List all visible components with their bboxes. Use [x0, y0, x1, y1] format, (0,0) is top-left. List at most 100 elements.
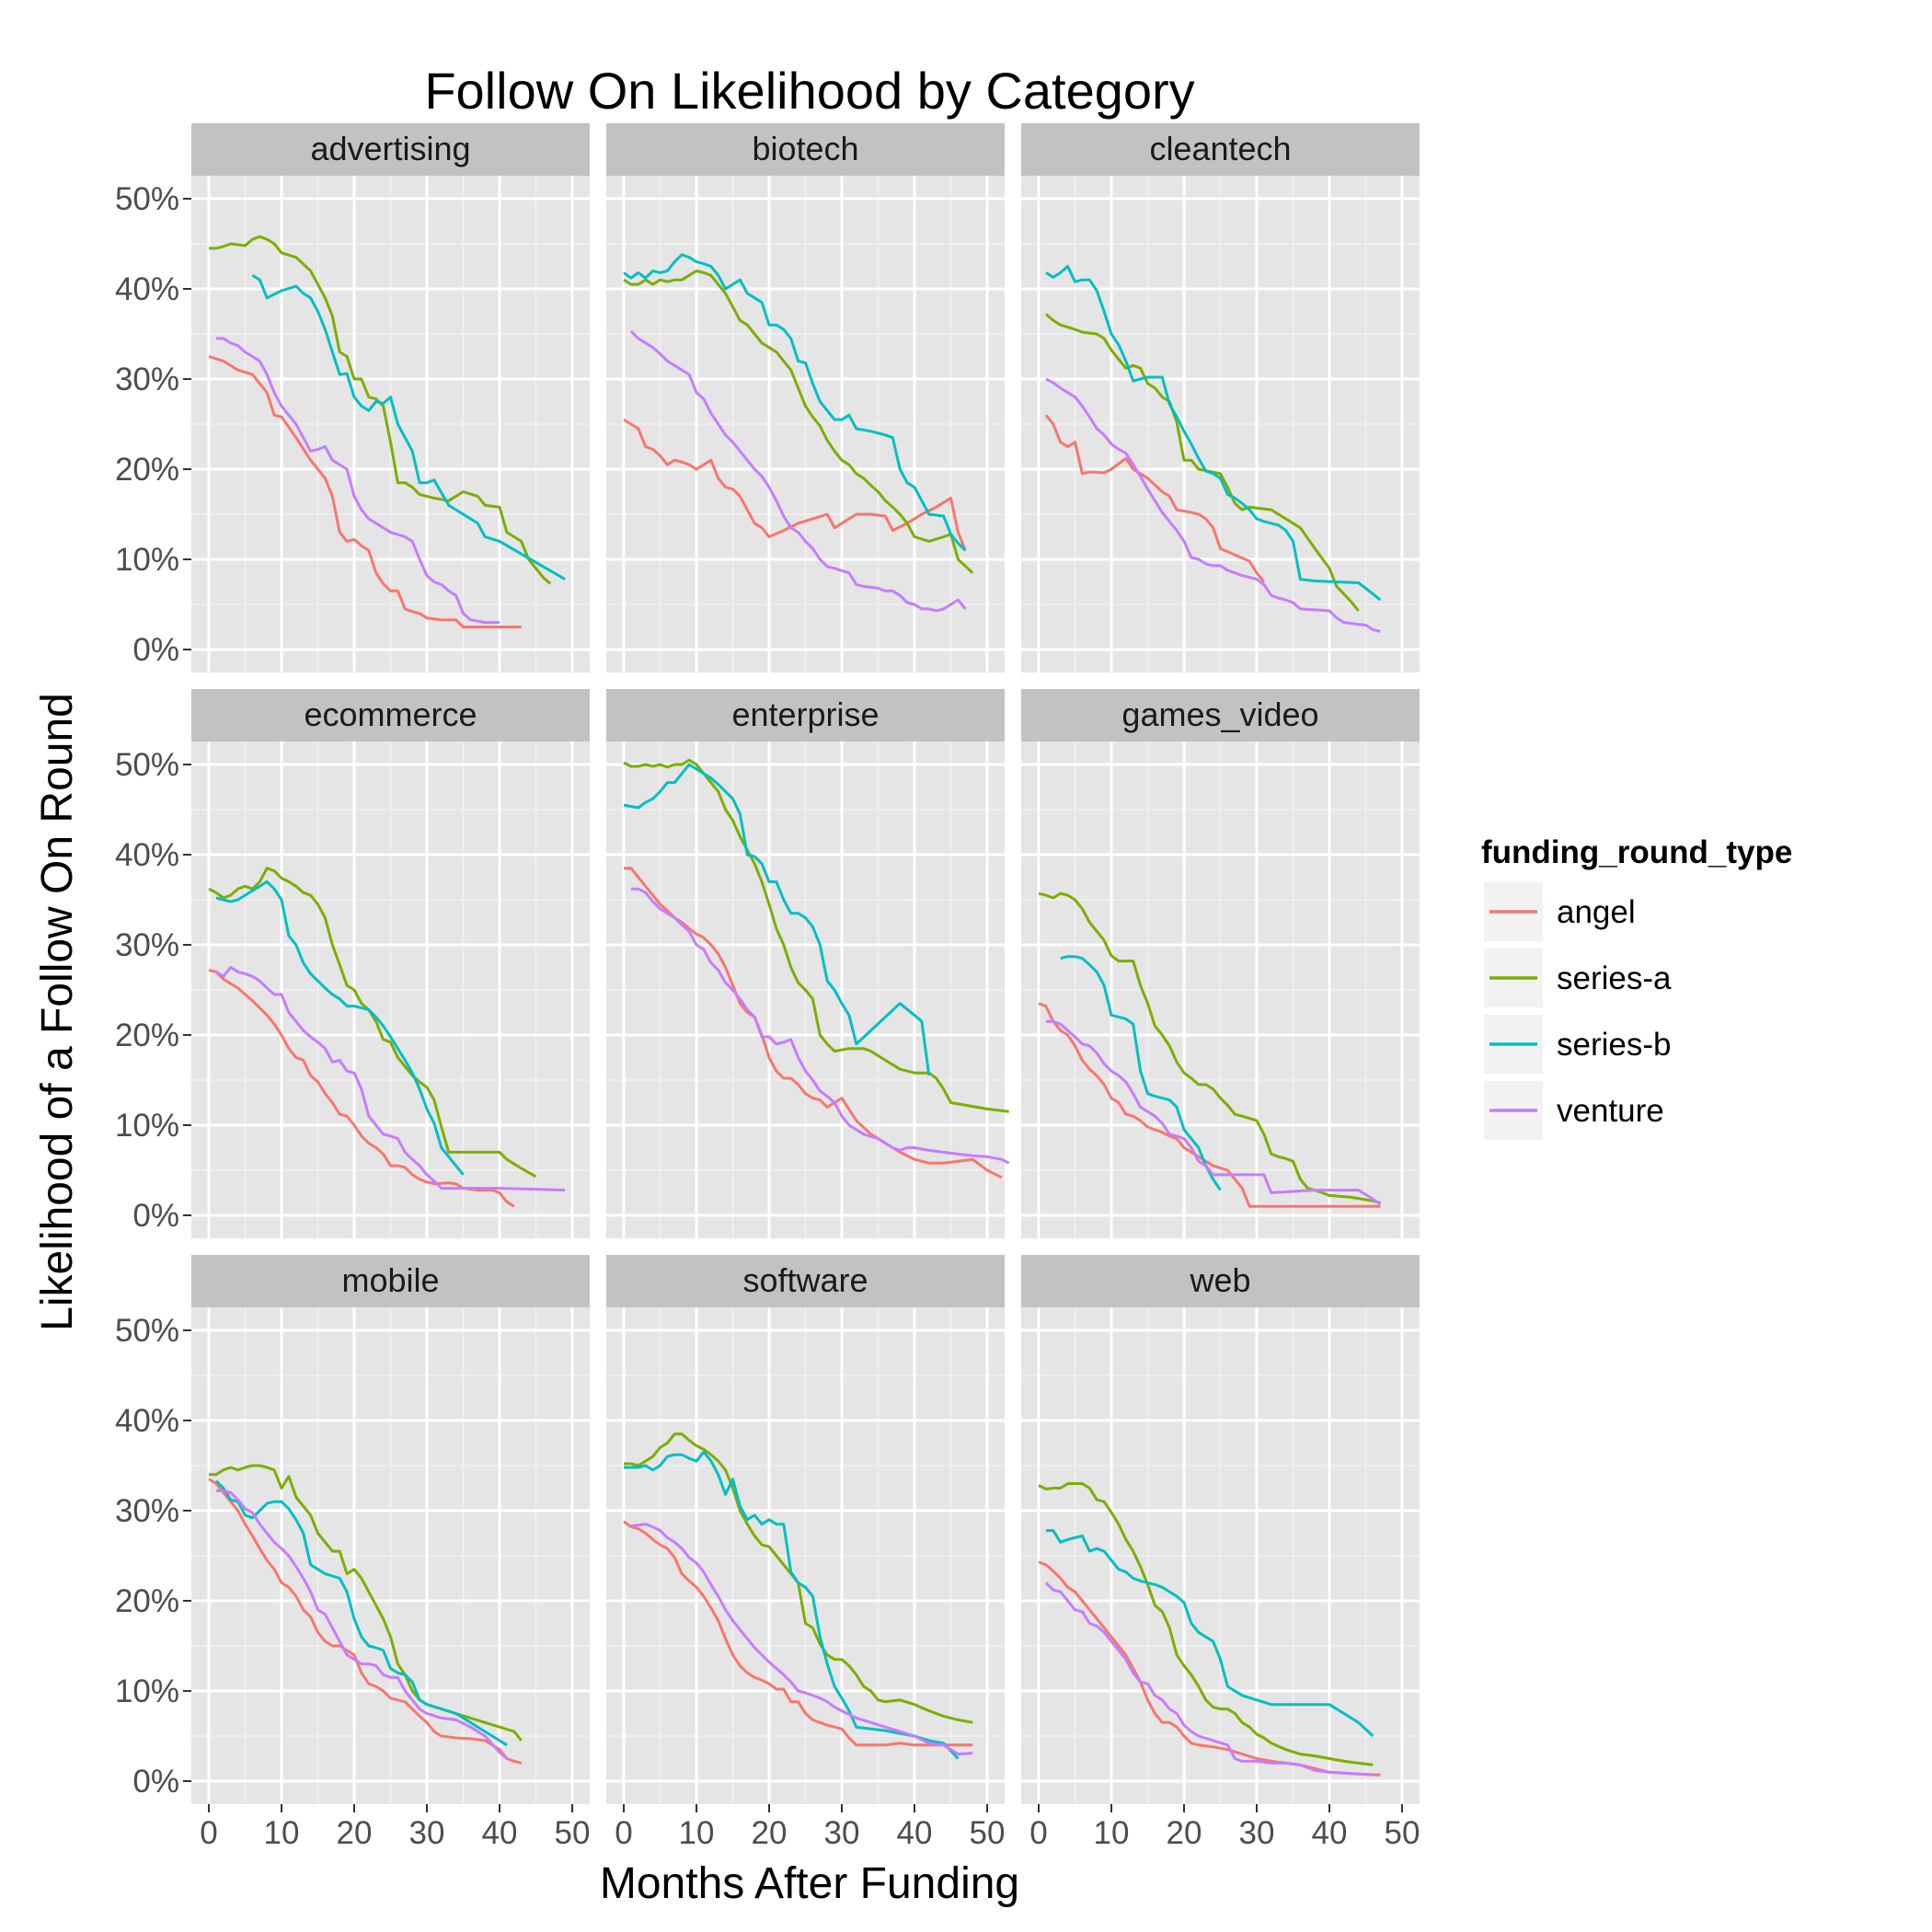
facet-strip [606, 689, 1005, 742]
facet-panel-mobile: mobile 0% 10% 20% 30% 40% 50% 0 10 20 30 40 50 [115, 1255, 591, 1851]
facet-strip-label: games_video [1121, 696, 1318, 733]
series-line-angel [1038, 1002, 1381, 1208]
series-line-series-a [624, 1432, 973, 1724]
legend-label: series-b [1557, 1027, 1671, 1063]
x-tick-label: 20 [337, 1815, 373, 1851]
series-line-series-a [623, 269, 974, 574]
facet-strip [191, 1255, 590, 1307]
chart-title: Follow On Likelihood by Category [424, 62, 1194, 120]
facet-strip [606, 1255, 1005, 1307]
facet-panels: advertising 0% 10% 20% 30% 40% 50% biotech clean… [115, 123, 1420, 1851]
y-tick-label: 40% [115, 837, 179, 873]
x-tick-label: 40 [897, 1815, 933, 1851]
series-line-angel [623, 1520, 973, 1747]
series-line-series-b [1060, 955, 1222, 1191]
x-tick-label: 50 [970, 1815, 1006, 1851]
series-line-series-a [1044, 313, 1360, 612]
series-line-venture [629, 330, 967, 613]
x-tick-label: 10 [264, 1815, 300, 1851]
legend-item-venture: venture [1482, 1079, 1664, 1142]
y-tick-label: 50% [115, 1313, 179, 1349]
series-line-venture [630, 1523, 973, 1756]
series-line-venture [1045, 1019, 1382, 1206]
facet-strip-label: enterprise [731, 696, 879, 733]
facet-panel-web: web 0 10 20 30 40 50 [1021, 1255, 1420, 1851]
series-line-series-b [1045, 265, 1382, 602]
facet-strip [1021, 123, 1420, 176]
y-axis-title: Likelihood of a Follow On Round [33, 693, 82, 1331]
y-tick-label: 30% [115, 927, 179, 963]
y-tick-label: 20% [115, 452, 179, 488]
x-tick-label: 10 [679, 1815, 715, 1851]
x-tick-label: 20 [752, 1815, 788, 1851]
y-tick-label: 0% [132, 1764, 179, 1800]
series-line-venture [215, 337, 500, 625]
legend-item-series-b: series-b [1482, 1013, 1671, 1075]
facet-panel-cleantech: cleantech [1021, 123, 1420, 673]
facet-strip-label: mobile [341, 1261, 439, 1299]
series-line-venture [215, 966, 566, 1192]
y-tick-label: 0% [132, 632, 179, 668]
facet-strip [606, 123, 1005, 176]
facet-strip-label: advertising [310, 130, 470, 167]
series-line-series-a [1038, 1482, 1374, 1766]
y-tick-label: 30% [115, 362, 179, 397]
x-tick-label: 50 [555, 1815, 591, 1851]
series-line-venture [1044, 1581, 1374, 1777]
legend-items: angel series-a series-b venture [1482, 880, 1672, 1142]
facet-strip-label: ecommerce [304, 696, 477, 733]
legend-item-series-a: series-a [1482, 947, 1672, 1009]
y-tick-label: 20% [115, 1583, 179, 1619]
y-tick-label: 50% [115, 747, 179, 783]
series-line-series-b [623, 253, 967, 552]
facet-strip-label: web [1189, 1261, 1250, 1299]
series-line-series-b [251, 274, 566, 581]
series-line-venture [215, 1489, 508, 1760]
series-line-series-a [209, 235, 552, 585]
facet-strip [1021, 1255, 1420, 1307]
series-line-series-b [214, 1479, 508, 1747]
facet-strip-label: cleantech [1149, 130, 1291, 167]
y-tick-label: 0% [132, 1198, 179, 1234]
series-line-angel [1044, 414, 1266, 583]
legend-title: funding_round_type [1481, 834, 1792, 870]
x-tick-label: 10 [1094, 1815, 1130, 1851]
series-line-angel [208, 355, 522, 628]
series-line-series-b [215, 880, 465, 1176]
x-tick-label: 40 [482, 1815, 518, 1851]
facet-panel-advertising: advertising 0% 10% 20% 30% 40% 50% [115, 123, 590, 673]
facet-strip [191, 689, 590, 742]
x-tick-label: 0 [615, 1815, 632, 1851]
facet-panel-biotech: biotech [606, 123, 1005, 673]
y-tick-label: 40% [115, 1403, 179, 1439]
series-line-series-b [1045, 1529, 1374, 1738]
facet-panel-software: software 0 10 20 30 40 50 [606, 1255, 1005, 1851]
facet-strip-label: software [742, 1261, 868, 1299]
series-line-angel [208, 968, 515, 1208]
series-line-series-b [623, 763, 931, 1076]
series-line-venture [1045, 377, 1381, 633]
legend-label: angel [1557, 894, 1636, 930]
legend-label: series-a [1557, 960, 1672, 996]
legend-label: venture [1557, 1093, 1664, 1129]
facet-strip [1021, 689, 1420, 742]
y-tick-label: 40% [115, 271, 179, 307]
series-line-series-a [1038, 891, 1381, 1204]
legend-item-angel: angel [1482, 880, 1636, 943]
y-tick-label: 10% [115, 542, 179, 578]
series-line-series-a [623, 758, 1009, 1113]
y-tick-label: 50% [115, 181, 179, 217]
series-line-series-b [624, 1450, 960, 1760]
facet-panel-games_video: games_video [1021, 689, 1420, 1238]
series-line-series-a [208, 867, 537, 1179]
x-tick-label: 30 [409, 1815, 445, 1851]
facet-panel-ecommerce: ecommerce 0% 10% 20% 30% 40% 50% [115, 689, 590, 1238]
y-tick-label: 20% [115, 1018, 179, 1053]
x-tick-label: 30 [824, 1815, 860, 1851]
x-tick-label: 0 [1029, 1815, 1047, 1851]
y-tick-label: 10% [115, 1673, 179, 1709]
x-tick-label: 50 [1385, 1815, 1420, 1851]
series-line-angel [623, 418, 967, 551]
x-tick-label: 40 [1312, 1815, 1348, 1851]
